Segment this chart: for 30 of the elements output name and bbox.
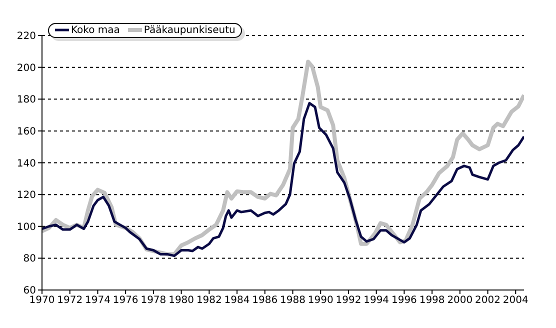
- x-tick-label: 2004: [502, 295, 528, 306]
- x-tick-label: 1980: [168, 295, 194, 306]
- legend-label: Koko maa: [71, 24, 120, 36]
- legend-label: Pääkaupunkiseutu: [144, 24, 236, 36]
- y-tick-label: 120: [16, 190, 36, 202]
- y-tick-label: 220: [16, 31, 36, 42]
- x-tick-label: 1970: [29, 295, 55, 306]
- x-tick-label: 1992: [336, 295, 362, 306]
- x-tick-label: 1972: [57, 295, 83, 306]
- y-tick-label: 100: [16, 222, 36, 233]
- x-tick-label: 1978: [140, 295, 166, 306]
- x-tick-label: 1974: [84, 295, 110, 306]
- x-tick-label: 1976: [112, 295, 138, 306]
- x-tick-label: 2000: [447, 295, 473, 306]
- line-series: [42, 102, 524, 258]
- y-tick-label: 180: [16, 94, 36, 106]
- x-tick-label: 1986: [252, 295, 278, 306]
- y-tick-label: 60: [23, 286, 36, 297]
- y-tick-label: 140: [16, 158, 36, 170]
- x-tick-label: 1990: [308, 295, 334, 306]
- y-tick-label: 160: [16, 126, 36, 138]
- x-tick-label: 1982: [196, 295, 222, 306]
- x-tick-label: 1998: [419, 295, 445, 306]
- y-tick-label: 200: [16, 62, 36, 74]
- x-tick-label: 1988: [280, 295, 306, 306]
- x-tick-label: 1994: [364, 295, 390, 306]
- x-tick-label: 2002: [475, 295, 501, 306]
- x-tick-label: 1996: [391, 295, 417, 306]
- y-tick-label: 80: [23, 254, 36, 265]
- x-tick-label: 1984: [224, 295, 250, 306]
